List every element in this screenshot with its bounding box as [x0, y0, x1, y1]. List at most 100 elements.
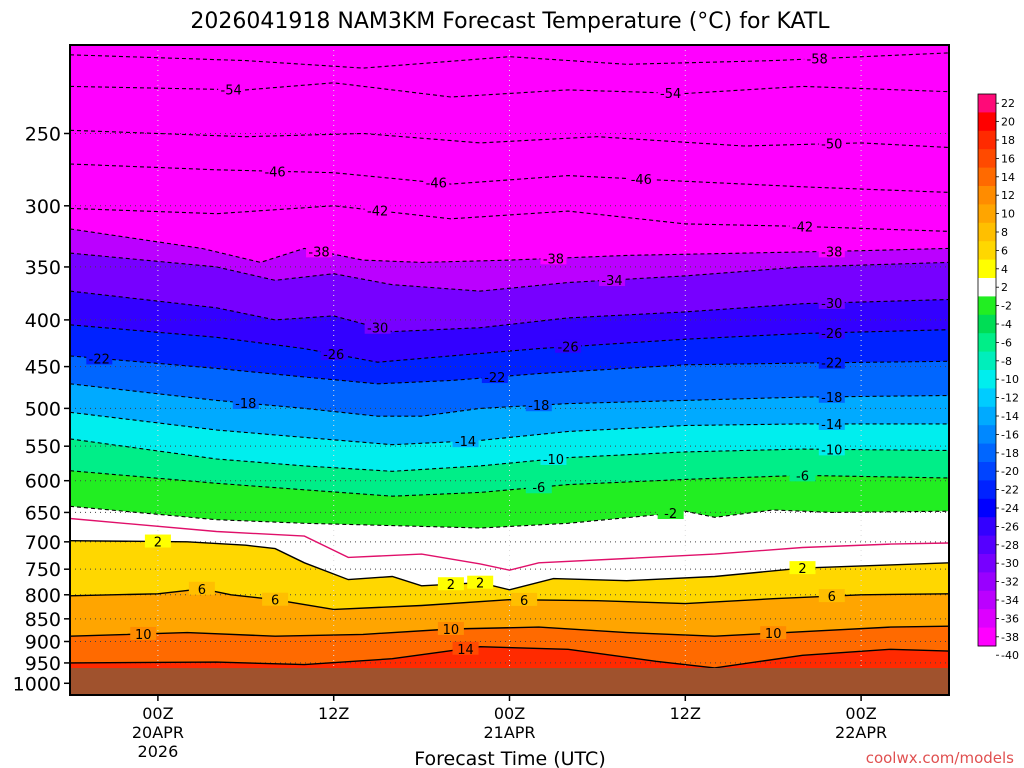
isotherm-label-bg [364, 320, 391, 334]
isotherm-label-bg [511, 592, 538, 606]
isotherm-freezing [70, 517, 949, 571]
x-tick-label: 20APR [132, 723, 184, 742]
y-tick-label-300: 300 [25, 196, 61, 218]
colorbar-label: -34 [1001, 594, 1019, 607]
colorbar-label: 14 [1001, 171, 1015, 184]
colorbar-label: 12 [1001, 189, 1015, 202]
isotherm-label-2: 2 [476, 577, 484, 592]
isotherm-14 [70, 645, 949, 669]
isotherm-label-bg [555, 339, 582, 353]
isotherm-label--6: -6 [532, 481, 545, 496]
isotherm-label-bg [540, 451, 567, 465]
colorbar-swatch [978, 572, 996, 592]
isotherm-label-bg [657, 86, 684, 100]
isotherm-label-bg [262, 164, 289, 178]
colorbar-label: -32 [1001, 576, 1019, 589]
isotherm-label--34: -34 [601, 274, 622, 289]
isotherm--34 [70, 252, 949, 292]
isotherm-label--38: -38 [543, 252, 564, 267]
colorbar-swatch [978, 554, 996, 573]
isotherm-label--10: -10 [821, 443, 842, 458]
colorbar-label: -20 [1001, 465, 1019, 478]
isotherm-label--10: -10 [543, 453, 564, 468]
chart-title: 2026041918 NAM3KM Forecast Temperature (… [190, 9, 830, 34]
colorbar-label: 6 [1001, 244, 1008, 257]
y-tick-label-800: 800 [25, 585, 61, 607]
colorbar-swatch [978, 314, 996, 334]
isotherm--54 [70, 82, 949, 98]
y-tick-label-500: 500 [25, 398, 61, 420]
isotherm-label-bg [818, 355, 845, 369]
y-tick-label-450: 450 [25, 357, 61, 379]
colorbar-label: -30 [1001, 557, 1019, 570]
colorbar-label: -28 [1001, 539, 1019, 552]
colorbar-swatch [978, 590, 996, 610]
x-tick-label: 21APR [483, 723, 535, 742]
isotherm-label--18: -18 [528, 399, 549, 414]
x-tick-label: 00Z [494, 704, 525, 723]
isotherm-label-bg [437, 577, 464, 591]
isotherm-label--2: -2 [664, 507, 677, 522]
x-tick-label: 00Z [845, 704, 876, 723]
isotherm-label-bg [525, 398, 552, 412]
colorbar-swatch [978, 535, 996, 555]
grid-lines [70, 45, 949, 695]
isotherm-label--38: -38 [821, 245, 842, 260]
isotherm-lines [70, 52, 949, 669]
isotherm-label-bg [818, 244, 845, 258]
ground-below-surface [70, 668, 949, 695]
isotherm-label-bg [818, 136, 845, 150]
isotherm-label--46: -46 [264, 165, 285, 180]
y-tick-label-350: 350 [25, 257, 61, 279]
colorbar-swatch [978, 222, 996, 242]
colorbar-label: -36 [1001, 612, 1019, 625]
isotherm-label-bg [262, 592, 289, 606]
colorbar-label: -18 [1001, 447, 1019, 460]
colorbar-swatch [978, 259, 996, 279]
isotherm-labels: -58 -54 -54 -50 -46 -46 -46 -42 -42 -38 -38 -38 -34 -… [86, 51, 845, 658]
colorbar-swatch [978, 498, 996, 518]
colorbar-label: 16 [1001, 152, 1015, 165]
isotherm-label-bg [218, 82, 245, 96]
colorbar-swatch [978, 278, 996, 297]
colorbar-label: 10 [1001, 208, 1015, 221]
band-near-freezing [70, 506, 949, 590]
isotherm-label-bg [628, 172, 655, 186]
isotherm-label-bg [437, 621, 464, 635]
isotherm--22 [70, 355, 949, 385]
isotherm-label-bg [818, 442, 845, 456]
isotherm-label--46: -46 [631, 173, 652, 188]
colorbar-label: 2 [1001, 281, 1008, 294]
plot-area [70, 45, 949, 695]
isotherm--14 [70, 411, 949, 446]
isotherm-label-bg [818, 416, 845, 430]
isotherm-label-bg [760, 626, 787, 640]
isotherm-label-2: 2 [798, 562, 806, 577]
colorbar-swatch [978, 406, 996, 426]
isotherm-label-bg [86, 351, 113, 365]
colorbar-swatch [978, 241, 996, 261]
x-axis-label: Forecast Time (UTC) [414, 748, 605, 768]
isotherm-label-6: 6 [520, 594, 528, 609]
isotherm-label-6: 6 [828, 590, 836, 605]
isotherm-label-bg [818, 589, 845, 603]
y-tick-label-650: 650 [25, 502, 61, 524]
colorbar-swatch [978, 388, 996, 408]
isotherm-label-bg [130, 626, 157, 640]
colorbar-swatch [978, 186, 996, 205]
isotherm-label--30: -30 [821, 297, 842, 312]
colorbar-label: -4 [1001, 318, 1012, 331]
isotherm-label-bg [540, 251, 567, 265]
isotherm-label-bg [804, 51, 831, 65]
colorbar-label: -6 [1001, 336, 1012, 349]
colorbar-label: 8 [1001, 226, 1008, 239]
colorbar-label: -14 [1001, 410, 1019, 423]
isotherm-label--38: -38 [308, 245, 329, 260]
isotherm--30 [70, 290, 949, 333]
colorbar-swatch [978, 94, 996, 113]
isotherm-label-bg [467, 575, 494, 589]
isotherm-label--6: -6 [796, 469, 809, 484]
x-tick-label: 12Z [318, 704, 349, 723]
colorbar-label: -2 [1001, 300, 1012, 313]
